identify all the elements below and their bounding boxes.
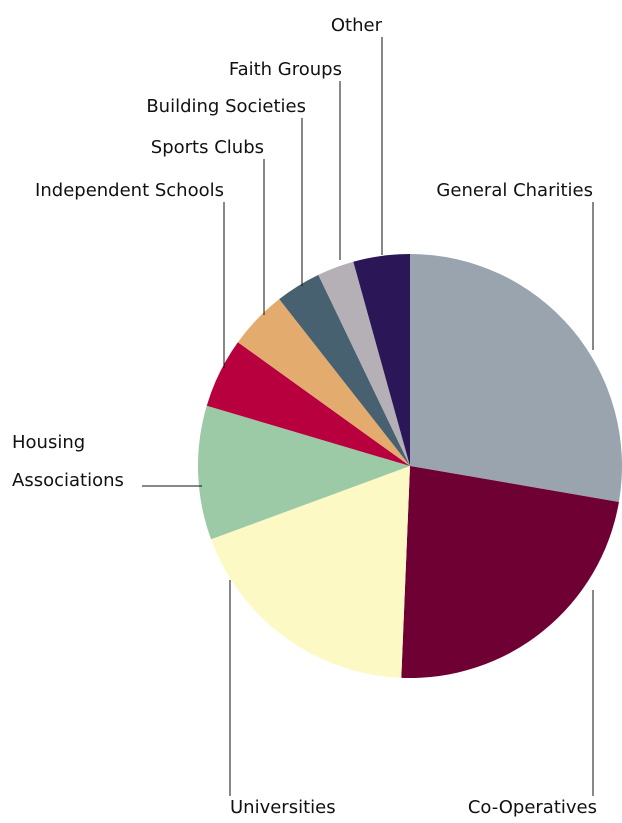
slice-label-co-operatives: Co-Operatives [468,797,597,818]
pie-slice-sports-clubs [237,299,410,466]
slice-label-universities: Universities [230,797,336,818]
slice-label-independent-schools: Independent Schools [35,180,224,201]
slice-labels: General Charities Co-Operatives Universiti… [12,15,597,818]
pie-slice-universities [211,466,410,678]
leader-lines [142,37,594,796]
slice-label-sports-clubs: Sports Clubs [151,137,264,158]
pie-slice-co-operatives [401,466,619,678]
pie-slice-other [353,254,410,466]
pie-slice-faith-groups [318,261,410,466]
slice-label-other: Other [331,15,383,36]
pie-slice-building-societies [279,274,410,466]
pie-slice-housing-associations [198,405,410,540]
pie-slices [198,254,622,678]
slice-label-general-charities: General Charities [436,180,593,201]
slice-label-building-societies: Building Societies [146,96,306,117]
slice-label-housing-associations: Housing Associations [12,432,124,491]
slice-label-faith-groups: Faith Groups [229,59,342,80]
pie-slice-general-charities [410,254,622,502]
pie-slice-independent-schools [206,342,410,466]
